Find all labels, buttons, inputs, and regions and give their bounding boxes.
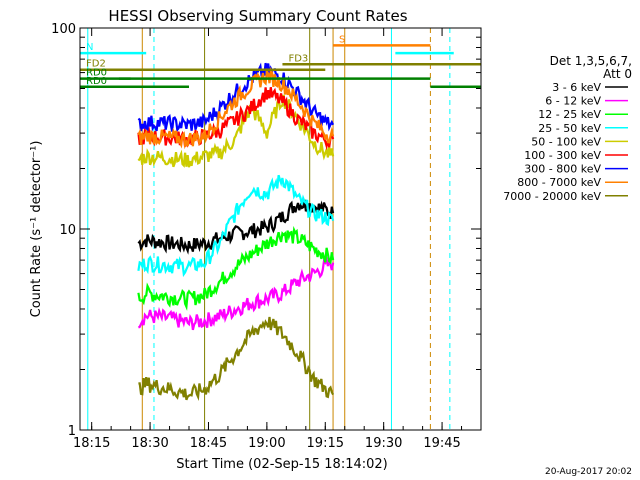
footer-timestamp: 20-Aug-2017 20:02 [545,467,632,477]
legend-label-25-50-kev: 25 - 50 keV [538,122,601,135]
legend-label-3-6-kev: 3 - 6 keV [552,81,601,94]
flag-label-rd0-4: RD0 [86,68,107,79]
legend-label-6-12-kev: 6 - 12 keV [545,95,601,108]
vertical-markers [87,28,451,430]
series-line-6-12-kev [137,255,335,331]
legend-title: Det 1,3,5,6,7, [550,54,632,68]
x-tick-label-1: 18:30 [131,436,168,451]
x-tick-label-5: 19:30 [365,436,402,451]
series-line-12-25-kev [137,225,335,311]
chart-title: HESSI Observing Summary Count Rates [108,7,407,25]
x-tick-label-4: 19:15 [307,436,344,451]
series-line-300-800-kev [137,62,335,133]
flag-label-n-0: N [86,42,93,53]
x-tick-label-3: 19:00 [248,436,285,451]
legend-label-50-100-kev: 50 - 100 keV [531,135,601,148]
x-axis-label: Start Time (02-Sep-15 18:14:02) [176,457,387,472]
legend-label-12-25-kev: 12 - 25 keV [538,108,601,121]
legend-label-800-7000-kev: 800 - 7000 keV [517,176,601,189]
y-tick-label-0: 1 [68,424,76,439]
legend-label-100-300-kev: 100 - 300 keV [524,149,601,162]
series-line-50-100-kev [137,94,335,168]
legend-label-7000-20000-kev: 7000 - 20000 keV [503,190,601,203]
y-tick-label-1: 10 [59,223,76,238]
series-line-7000-20000-kev [138,316,335,402]
series-lines [137,62,335,402]
x-tick-label-2: 18:45 [190,436,227,451]
flag-label-s-1: S [339,34,345,45]
x-tick-label-0: 18:15 [73,436,110,451]
axes: 18:15 18:30 18:45 19:00 19:15 19:30 19:45 1 10 10… [51,22,482,451]
series-line-3-6-kev [137,199,335,255]
flag-label-rd0-5: RD0 [86,76,107,87]
flag-label-fd2-2: FD2 [86,59,106,70]
y-axis-label: Count Rate (s⁻¹ detector⁻¹) [29,141,44,318]
series-line-25-50-kev [137,174,335,278]
x-tick-label-6: 19:45 [423,436,460,451]
flag-label-fd3-3: FD3 [288,53,308,64]
y-tick-label-2: 100 [51,22,76,37]
series-line-800-7000-kev [137,66,335,150]
legend-label-300-800-kev: 300 - 800 keV [524,163,601,176]
legend-subtitle: Att 0 [603,67,632,81]
series-line-100-300-kev [137,87,335,151]
